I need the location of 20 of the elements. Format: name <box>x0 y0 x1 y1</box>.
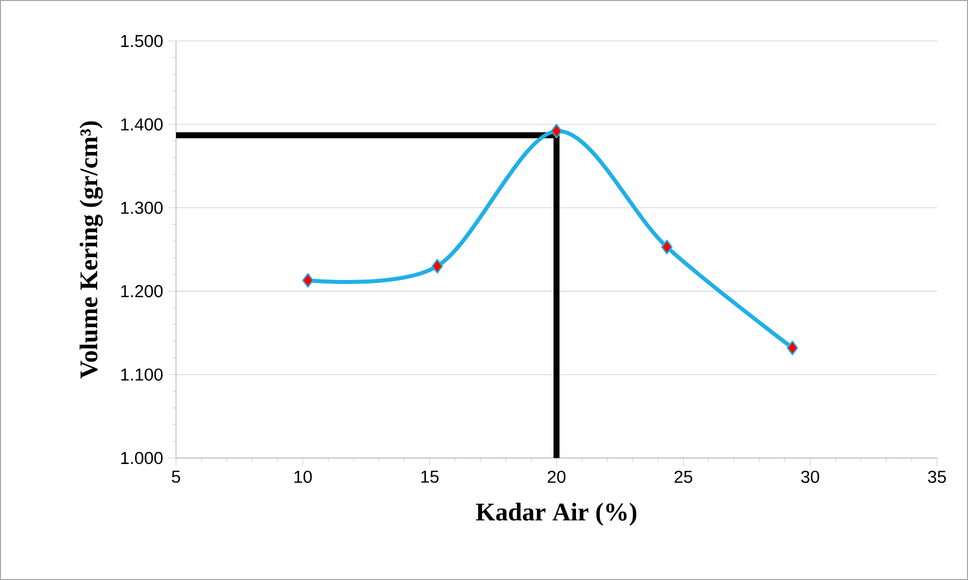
x-tick-label: 30 <box>801 470 820 483</box>
y-tick-label: 1.500 <box>121 34 163 48</box>
x-tick-label: 35 <box>928 470 946 483</box>
x-axis-title: Kadar Air (%) <box>476 502 636 526</box>
point <box>432 258 443 274</box>
point <box>550 124 562 138</box>
y-axis-title: Volume Kering (gr/cm³) <box>80 121 103 378</box>
y-tick-label: 1.300 <box>121 202 163 214</box>
point <box>661 240 673 254</box>
x-tick-label: 15 <box>421 470 439 483</box>
x-tick-label: 20 <box>548 470 566 483</box>
y-tick-label: 1.100 <box>121 368 163 381</box>
y-tick-label: 1.200 <box>121 285 163 298</box>
x-tick-label: 25 <box>674 470 692 483</box>
y-tick-label: 1.400 <box>121 118 163 131</box>
y-tick-label: 1.000 <box>121 452 163 464</box>
point <box>302 273 314 288</box>
point <box>786 340 798 356</box>
x-tick-label: 5 <box>172 470 180 483</box>
x-tick-label: 10 <box>294 470 312 483</box>
